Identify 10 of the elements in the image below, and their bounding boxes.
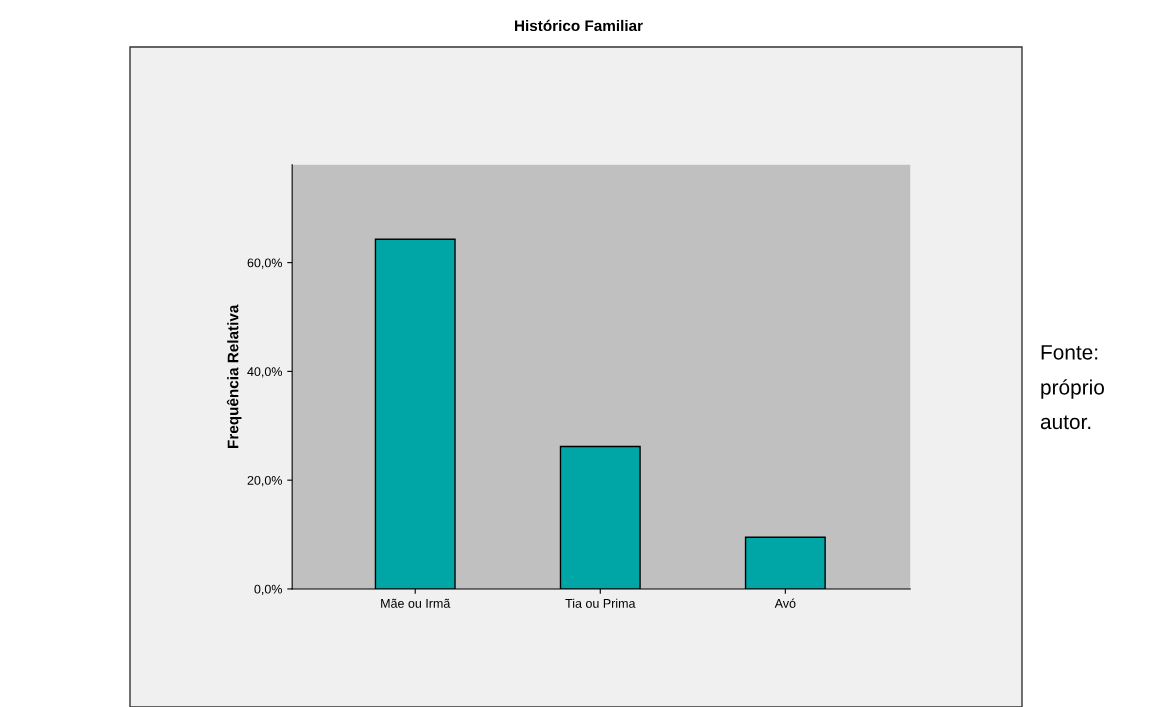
y-tick-label: 40,0% [247,367,282,378]
source-note: Fonte: próprio autor. [1040,345,1104,430]
y-axis-title: Frequência Relativa [226,304,242,448]
x-tick-label: Mãe ou Irmã [381,598,451,608]
x-tick-label: Tia ou Prima [565,598,636,608]
x-tick-label: Avó [774,598,796,608]
y-tick-label: 60,0% [247,258,282,269]
y-tick-label: 0,0% [254,584,282,596]
y-tick-label: 20,0% [247,475,282,487]
chart-title: Histórico Familiar [515,19,643,32]
